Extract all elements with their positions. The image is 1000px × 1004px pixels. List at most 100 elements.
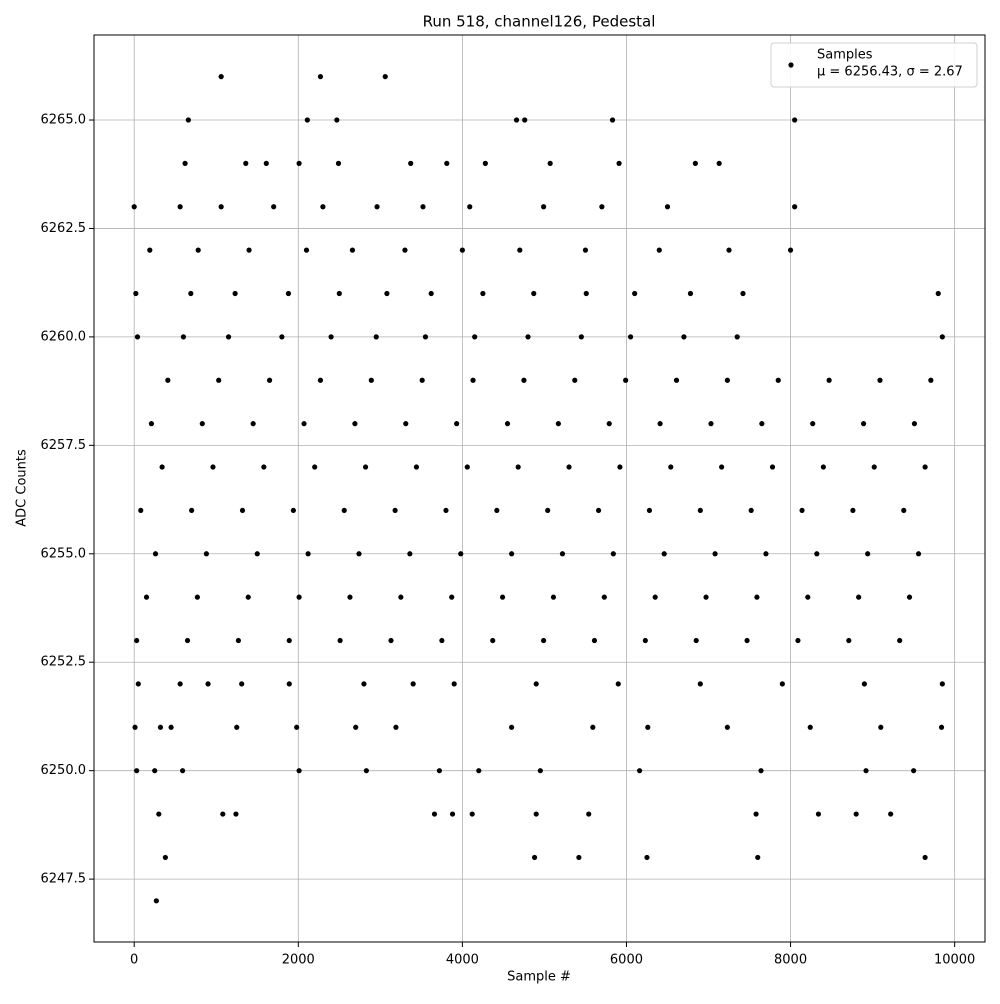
point	[459, 247, 465, 253]
point	[566, 464, 572, 470]
point	[304, 117, 310, 123]
point	[184, 637, 191, 644]
chart-title: Run 518, channel126, Pedestal	[423, 13, 656, 31]
point	[897, 637, 903, 644]
point	[708, 421, 714, 427]
point	[521, 377, 527, 383]
point	[303, 247, 310, 253]
point	[601, 594, 607, 600]
x-tick-label: 2000	[282, 953, 315, 968]
point	[922, 464, 928, 470]
point	[131, 204, 137, 210]
x-tick-label: 10000	[934, 953, 975, 968]
point	[779, 681, 785, 687]
point	[239, 681, 245, 687]
point	[373, 334, 379, 340]
point	[860, 421, 867, 427]
point	[716, 160, 722, 166]
point	[218, 204, 224, 210]
point	[576, 854, 582, 861]
point	[449, 594, 455, 600]
point	[194, 594, 200, 600]
point	[877, 377, 883, 383]
point	[162, 854, 168, 861]
point	[451, 681, 457, 687]
point	[476, 768, 482, 774]
point	[901, 507, 907, 514]
point	[878, 724, 884, 730]
point	[656, 247, 662, 253]
point	[820, 464, 826, 470]
point	[939, 334, 945, 340]
point	[591, 637, 598, 644]
legend: Samples μ = 6256.43, σ = 2.67	[770, 42, 978, 88]
point	[799, 507, 805, 514]
point	[724, 377, 730, 383]
point	[177, 204, 183, 210]
point	[296, 160, 302, 166]
point	[911, 421, 918, 427]
point	[203, 551, 210, 557]
point	[320, 204, 326, 210]
point	[147, 247, 153, 253]
point	[205, 681, 211, 687]
point	[393, 724, 399, 730]
x-axis-label: Sample #	[507, 970, 571, 985]
point	[805, 594, 811, 600]
point	[250, 421, 256, 427]
point	[458, 551, 464, 557]
point	[443, 507, 449, 514]
point	[687, 290, 694, 297]
point	[392, 507, 398, 514]
y-axis-label: ADC Counts	[15, 449, 30, 527]
point	[263, 160, 269, 166]
point	[888, 811, 894, 817]
point	[734, 334, 740, 340]
point	[795, 637, 801, 644]
point	[759, 421, 765, 427]
point	[693, 637, 699, 644]
point	[871, 464, 877, 470]
point	[726, 247, 732, 253]
point	[550, 594, 557, 600]
point	[769, 464, 776, 470]
point	[254, 551, 260, 557]
point	[753, 811, 759, 817]
point	[335, 160, 342, 166]
point	[467, 204, 473, 210]
point	[657, 421, 663, 427]
point	[681, 334, 687, 340]
point	[363, 768, 369, 774]
point	[328, 334, 334, 340]
point	[814, 551, 820, 557]
point	[156, 811, 162, 817]
point	[153, 898, 159, 904]
point	[165, 377, 171, 383]
point	[312, 464, 318, 470]
point	[668, 464, 674, 470]
point	[336, 290, 342, 297]
point	[349, 247, 356, 253]
point	[245, 594, 251, 600]
point	[261, 464, 267, 470]
point	[935, 290, 941, 297]
point	[632, 290, 638, 297]
point	[347, 594, 353, 600]
point	[246, 247, 252, 253]
point	[533, 811, 539, 817]
point	[787, 247, 794, 253]
point	[182, 160, 188, 166]
point	[361, 681, 367, 687]
point	[134, 334, 141, 340]
point	[513, 117, 520, 123]
point	[616, 160, 622, 166]
point	[525, 334, 531, 340]
point	[609, 117, 616, 123]
point	[617, 464, 623, 470]
point	[266, 377, 273, 383]
point	[225, 334, 232, 340]
point	[420, 204, 426, 210]
point	[402, 247, 408, 253]
point	[408, 160, 414, 166]
